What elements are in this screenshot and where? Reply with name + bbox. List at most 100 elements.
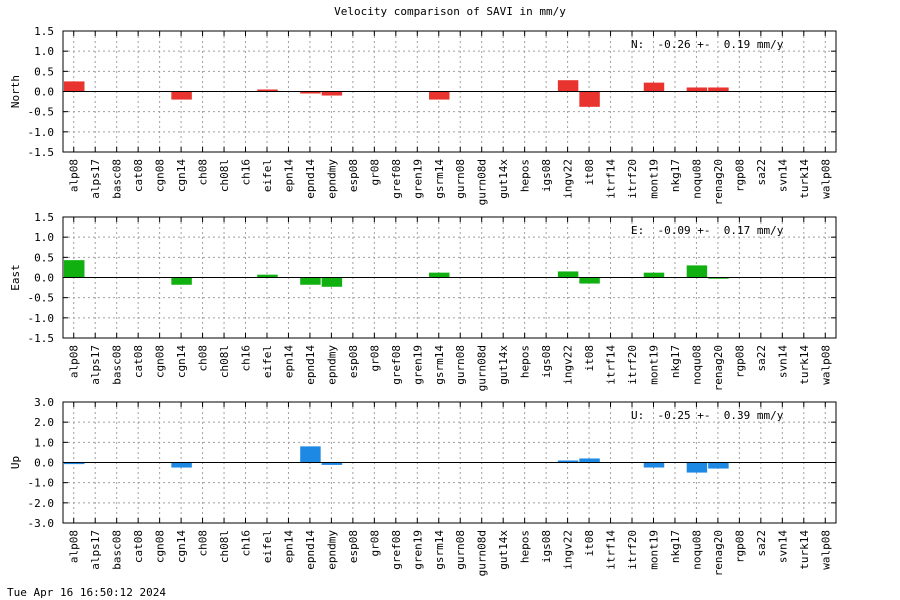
- east-xtick-label: cat08: [132, 345, 145, 378]
- east-xtick-label: gurn08d: [476, 345, 489, 391]
- east-xtick-label: eifel: [261, 345, 274, 378]
- north-xtick-label: turk14: [798, 159, 811, 199]
- up-xtick-label: cgn14: [175, 530, 188, 563]
- north-ytick-label: 1.0: [34, 45, 54, 58]
- north-xtick-label: hepos: [519, 159, 532, 192]
- up-xtick-label: basc08: [111, 530, 124, 570]
- north-bar-noqu08: [686, 87, 708, 92]
- north-bar-ingv22: [557, 80, 579, 92]
- north-ytick-label: 1.5: [34, 25, 54, 38]
- north-xtick-label: gren19: [411, 159, 424, 199]
- up-xtick-label: itrf14: [605, 530, 618, 570]
- east-xtick-label: alps17: [89, 345, 102, 385]
- up-ytick-label: -2.0: [28, 497, 55, 510]
- east-ytick-label: 0.5: [34, 251, 54, 264]
- east-xtick-label: ch08l: [218, 345, 231, 378]
- east-bar-alp08: [64, 260, 85, 278]
- north-bar-cgn14: [171, 91, 192, 100]
- north-bar-eifel: [257, 89, 278, 92]
- east-xtick-label: renag20: [712, 345, 725, 391]
- east-xtick-label: rgp08: [733, 345, 746, 378]
- east-xtick-label: cgn14: [175, 345, 188, 378]
- east-xtick-label: igs08: [540, 345, 553, 378]
- up-xtick-label: sa22: [755, 530, 768, 557]
- east-axis-label: East: [9, 264, 22, 291]
- north-plot-frame: [62, 30, 837, 153]
- up-xtick-label: epn14: [282, 530, 295, 563]
- up-xtick-label: epndmy: [325, 530, 338, 570]
- north-xtick-label: gr08: [368, 159, 381, 186]
- north-xtick-label: gut14x: [497, 159, 510, 199]
- north-xtick-label: epndmy: [325, 159, 338, 199]
- north-xtick-label: renag20: [712, 159, 725, 205]
- up-xtick-label: gurn08: [454, 530, 467, 570]
- up-xtick-label: walp08: [819, 530, 832, 570]
- up-xtick-label: gren19: [411, 530, 424, 570]
- east-xtick-label: itrf20: [626, 345, 639, 385]
- east-xtick-label: svn14: [776, 345, 789, 378]
- north-xtick-label: gsrm14: [433, 159, 446, 199]
- up-xtick-label: renag20: [712, 530, 725, 576]
- north-xtick-label: nkg17: [669, 159, 682, 192]
- east-bar-epndmy: [321, 277, 343, 287]
- up-xtick-label: eifel: [261, 530, 274, 563]
- east-xtick-label: hepos: [519, 345, 532, 378]
- up-bar-alp08: [64, 462, 85, 465]
- east-bar-epnd14: [300, 277, 321, 285]
- north-xtick-label: eifel: [261, 159, 274, 192]
- up-bar-it08: [579, 458, 600, 463]
- north-xtick-label: gurn08d: [476, 159, 489, 205]
- up-xtick-label: svn14: [776, 530, 789, 563]
- up-plot-frame: [62, 401, 837, 524]
- up-xtick-label: ch08: [197, 530, 210, 557]
- north-ytick-label: -0.5: [28, 106, 55, 119]
- east-xtick-label: epn14: [282, 345, 295, 378]
- north-stat-label: N: -0.26 +- 0.19 mm/y: [631, 38, 784, 51]
- east-ytick-label: 0.0: [34, 272, 54, 285]
- north-xtick-label: ingv22: [562, 159, 575, 199]
- north-bar-epnd14: [300, 91, 321, 94]
- up-xtick-label: gsrm14: [433, 530, 446, 570]
- north-bar-gsrm14: [429, 91, 450, 100]
- east-xtick-label: basc08: [111, 345, 124, 385]
- up-xtick-label: noqu08: [690, 530, 703, 570]
- up-xtick-label: cat08: [132, 530, 145, 563]
- up-ytick-label: 3.0: [34, 396, 54, 409]
- timestamp: Tue Apr 16 16:50:12 2024: [7, 586, 166, 599]
- east-ytick-label: 1.0: [34, 231, 54, 244]
- up-xtick-label: it08: [583, 530, 596, 557]
- east-xtick-label: itrf14: [605, 345, 618, 385]
- east-xtick-label: gsrm14: [433, 345, 446, 385]
- east-xtick-label: mont19: [647, 345, 660, 385]
- east-bar-cgn14: [171, 277, 192, 285]
- east-xtick-label: gurn08: [454, 345, 467, 385]
- up-xtick-label: alp08: [68, 530, 81, 563]
- up-bar-noqu08: [686, 462, 708, 473]
- east-xtick-label: gren19: [411, 345, 424, 385]
- east-bar-noqu08: [686, 265, 708, 278]
- north-bar-alp08: [64, 81, 85, 92]
- east-ytick-label: -0.5: [28, 292, 55, 305]
- east-xtick-label: gr08: [368, 345, 381, 372]
- up-bar-renag20: [708, 462, 729, 469]
- east-xtick-label: epnd14: [304, 345, 317, 385]
- up-bar-cgn14: [171, 462, 192, 468]
- north-xtick-label: ch08l: [218, 159, 231, 192]
- east-xtick-label: cgn08: [154, 345, 167, 378]
- north-ytick-label: -1.5: [28, 146, 55, 159]
- north-xtick-label: ch08: [197, 159, 210, 186]
- east-xtick-label: ch08: [197, 345, 210, 372]
- up-stat-label: U: -0.25 +- 0.39 mm/y: [631, 409, 784, 422]
- north-xtick-label: epn14: [282, 159, 295, 192]
- north-xtick-label: epnd14: [304, 159, 317, 199]
- north-xtick-label: itrf20: [626, 159, 639, 199]
- up-bar-ingv22: [557, 460, 579, 463]
- up-xtick-label: cgn08: [154, 530, 167, 563]
- north-xtick-label: ch16: [240, 159, 253, 186]
- up-ytick-label: 0.0: [34, 457, 54, 470]
- east-xtick-label: ingv22: [562, 345, 575, 385]
- north-xtick-label: igs08: [540, 159, 553, 192]
- up-xtick-label: gref08: [390, 530, 403, 570]
- chart-title: Velocity comparison of SAVI in mm/y: [334, 5, 566, 18]
